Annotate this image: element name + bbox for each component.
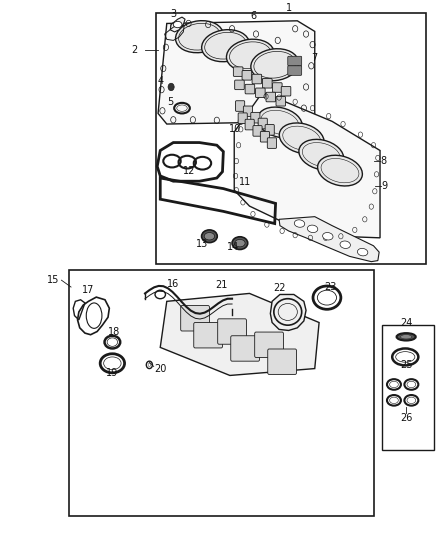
FancyBboxPatch shape <box>281 86 291 96</box>
FancyBboxPatch shape <box>244 106 253 117</box>
Text: 12: 12 <box>183 166 196 175</box>
Ellipse shape <box>340 241 350 248</box>
Ellipse shape <box>299 139 344 170</box>
Ellipse shape <box>318 155 362 186</box>
Text: 13: 13 <box>195 239 208 249</box>
Ellipse shape <box>258 107 302 138</box>
FancyBboxPatch shape <box>231 336 259 361</box>
FancyBboxPatch shape <box>262 78 272 88</box>
Text: 16: 16 <box>167 279 180 289</box>
FancyBboxPatch shape <box>218 319 247 344</box>
Ellipse shape <box>232 237 248 249</box>
Text: 8: 8 <box>381 156 387 166</box>
Ellipse shape <box>357 248 368 256</box>
FancyBboxPatch shape <box>265 125 274 135</box>
Text: 14: 14 <box>227 242 239 252</box>
Text: 20: 20 <box>154 364 166 374</box>
Text: 2: 2 <box>131 45 137 55</box>
Text: 3: 3 <box>170 9 177 19</box>
FancyBboxPatch shape <box>242 70 252 80</box>
Text: 4: 4 <box>157 76 163 86</box>
Text: 22: 22 <box>273 283 285 293</box>
FancyBboxPatch shape <box>255 88 265 98</box>
Text: 24: 24 <box>400 318 412 327</box>
FancyBboxPatch shape <box>238 113 247 124</box>
Text: 23: 23 <box>324 282 337 292</box>
Polygon shape <box>160 293 319 375</box>
Ellipse shape <box>307 225 318 232</box>
Bar <box>382 325 434 449</box>
FancyBboxPatch shape <box>272 83 282 92</box>
Text: 21: 21 <box>215 280 227 290</box>
Text: 15: 15 <box>47 275 60 285</box>
Text: 19: 19 <box>106 368 119 378</box>
Ellipse shape <box>86 303 102 328</box>
Ellipse shape <box>226 39 274 71</box>
Ellipse shape <box>251 49 299 81</box>
FancyBboxPatch shape <box>235 80 244 90</box>
Polygon shape <box>279 216 379 262</box>
Text: 26: 26 <box>400 413 412 423</box>
FancyBboxPatch shape <box>266 92 276 102</box>
Text: 7: 7 <box>311 53 317 63</box>
FancyBboxPatch shape <box>268 349 297 374</box>
Circle shape <box>168 83 174 91</box>
Polygon shape <box>170 17 185 32</box>
FancyBboxPatch shape <box>258 118 267 129</box>
Ellipse shape <box>201 230 217 243</box>
Text: 5: 5 <box>167 97 173 107</box>
Ellipse shape <box>176 21 223 53</box>
FancyBboxPatch shape <box>260 132 269 142</box>
FancyBboxPatch shape <box>288 56 302 66</box>
Polygon shape <box>270 294 306 330</box>
FancyBboxPatch shape <box>233 67 243 76</box>
FancyBboxPatch shape <box>288 66 302 75</box>
Text: 17: 17 <box>82 285 95 295</box>
Ellipse shape <box>294 220 305 227</box>
Text: 1: 1 <box>286 3 292 13</box>
Polygon shape <box>158 21 315 124</box>
FancyBboxPatch shape <box>252 74 261 84</box>
FancyBboxPatch shape <box>245 119 254 130</box>
FancyBboxPatch shape <box>181 305 209 331</box>
FancyBboxPatch shape <box>253 126 262 136</box>
Ellipse shape <box>396 333 416 341</box>
Polygon shape <box>234 92 380 238</box>
Ellipse shape <box>323 232 333 240</box>
Text: 10: 10 <box>229 124 241 134</box>
Text: 11: 11 <box>239 177 251 187</box>
FancyBboxPatch shape <box>276 96 286 106</box>
Ellipse shape <box>204 232 215 240</box>
Text: 18: 18 <box>108 327 120 336</box>
FancyBboxPatch shape <box>254 332 283 358</box>
FancyBboxPatch shape <box>267 138 276 148</box>
Ellipse shape <box>235 239 245 247</box>
FancyBboxPatch shape <box>245 84 254 94</box>
Bar <box>156 13 426 264</box>
Ellipse shape <box>201 30 249 62</box>
FancyBboxPatch shape <box>236 101 245 111</box>
FancyBboxPatch shape <box>251 112 260 123</box>
Text: 9: 9 <box>381 182 388 191</box>
Ellipse shape <box>173 21 182 28</box>
Text: 25: 25 <box>400 360 413 370</box>
Ellipse shape <box>400 335 412 339</box>
Ellipse shape <box>279 123 324 154</box>
FancyBboxPatch shape <box>194 322 223 348</box>
Text: 6: 6 <box>251 11 257 21</box>
Bar <box>69 270 374 516</box>
